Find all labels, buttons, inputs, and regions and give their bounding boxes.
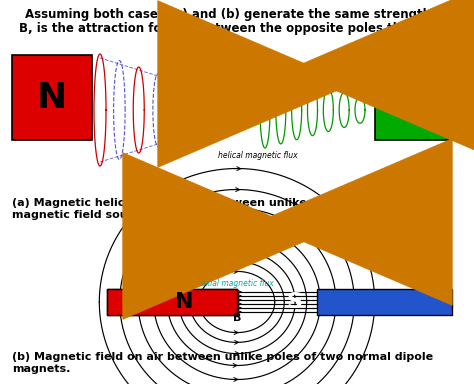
Text: N: N — [175, 292, 194, 312]
Text: F?: F? — [325, 222, 340, 235]
Text: (a) Magnetic helical field on air between unlike poles of two chiral
magnetic fi: (a) Magnetic helical field on air betwee… — [12, 198, 427, 220]
Bar — [375, 55, 455, 140]
Text: S: S — [402, 81, 428, 114]
Text: S: S — [286, 292, 302, 312]
Text: axial magnetic flux: axial magnetic flux — [201, 280, 273, 288]
Text: helical magnetic flux: helical magnetic flux — [218, 151, 298, 159]
Text: (b) Magnetic field on air between unlike poles of two normal dipole
magnets.: (b) Magnetic field on air between unlike… — [12, 352, 433, 374]
Text: N: N — [37, 81, 67, 114]
Bar — [317, 289, 452, 315]
Text: B: B — [233, 313, 241, 323]
Text: B: B — [248, 113, 256, 123]
Bar — [12, 55, 92, 140]
Text: B, is the attraction force F between the opposite poles the same?: B, is the attraction force F between the… — [19, 22, 455, 35]
Bar — [107, 289, 237, 315]
Text: F?: F? — [360, 71, 375, 83]
Text: Assuming both cases (a) and (b) generate the same strength of: Assuming both cases (a) and (b) generate… — [25, 8, 449, 21]
